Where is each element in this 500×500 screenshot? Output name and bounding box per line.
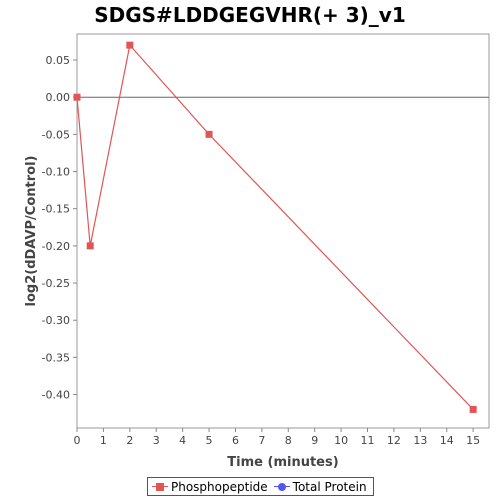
x-tick-label: 5 [206, 434, 213, 447]
x-tick-label: 4 [179, 434, 186, 447]
x-tick-label: 12 [387, 434, 401, 447]
y-tick-label: -0.10 [42, 166, 70, 179]
x-tick-label: 8 [285, 434, 292, 447]
y-tick-label: -0.35 [42, 351, 70, 364]
data-point [205, 130, 213, 138]
legend-square-marker-icon [152, 482, 168, 492]
x-tick-label: 3 [153, 434, 160, 447]
x-tick-label: 15 [466, 434, 480, 447]
x-tick-label: 11 [361, 434, 375, 447]
y-tick-label: -0.25 [42, 277, 70, 290]
legend-circle-marker-icon [273, 482, 290, 492]
y-tick-label: -0.05 [42, 128, 70, 141]
data-point [469, 405, 477, 413]
plot-area [76, 33, 490, 429]
legend-item-phosphopeptide: Phosphopeptide [152, 480, 268, 494]
x-tick-label: 9 [311, 434, 318, 447]
legend-item-total-protein: Total Protein [273, 479, 367, 494]
x-axis-label: Time (minutes) [227, 455, 338, 470]
chart-title: SDGS#LDDGEGVHR(+ 3)_v1 [94, 3, 406, 27]
y-tick-label: -0.15 [42, 203, 70, 216]
y-axis-label: log2(dDAVP/Control) [24, 156, 39, 307]
x-tick-label: 1 [100, 434, 107, 447]
data-point [73, 93, 81, 101]
legend-label-total-protein: Total Protein [292, 479, 367, 494]
x-tick-label: 6 [232, 434, 239, 447]
y-tick-label: -0.40 [42, 389, 70, 402]
data-point [126, 41, 134, 49]
x-tick-label: 2 [126, 434, 133, 447]
y-tick-label: -0.20 [42, 240, 70, 253]
legend-label-phosphopeptide: Phosphopeptide [171, 479, 268, 494]
y-tick-label: 0.00 [46, 91, 71, 104]
x-tick-label: 10 [334, 434, 348, 447]
x-tick-label: 7 [258, 434, 265, 447]
x-tick-label: 13 [413, 434, 427, 447]
data-point [86, 242, 94, 250]
y-tick-label: -0.30 [42, 314, 70, 327]
x-tick-label: 14 [440, 434, 454, 447]
chart-legend: Phosphopeptide Total Protein [147, 477, 374, 496]
y-tick-label: 0.05 [46, 54, 71, 67]
x-tick-label: 0 [74, 434, 81, 447]
